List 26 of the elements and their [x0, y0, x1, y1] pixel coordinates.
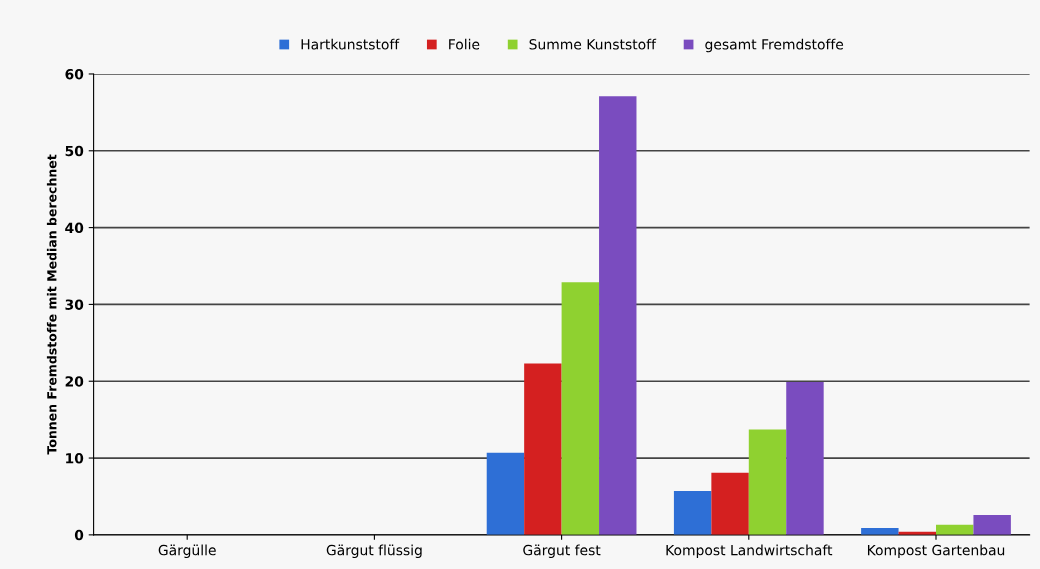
bar [486, 452, 525, 535]
legend-label: Hartkunststoff [301, 38, 400, 50]
y-axis-title: Tonnen Fremdstoffe mit Median berechnet [46, 154, 57, 455]
y-tick-label: 40 [65, 222, 84, 234]
y-tick-label: 30 [65, 299, 84, 310]
y-tick-label: 60 [65, 68, 84, 80]
x-tick-label: Kompost Gartenbau [867, 544, 1005, 559]
bar [711, 472, 749, 535]
y-tick-label: 0 [74, 529, 84, 541]
bar [524, 363, 562, 535]
legend-label: Summe Kunststoff [529, 38, 657, 50]
legend-label: Folie [449, 38, 480, 50]
x-tick-label: Gärgut fest [523, 544, 601, 559]
x-tick-label: Gärgut flüssig [326, 544, 422, 559]
bar [561, 282, 600, 535]
bar [973, 514, 1011, 535]
y-tick-label: 20 [65, 376, 84, 387]
bar [599, 96, 637, 535]
bar [673, 491, 712, 535]
x-tick-label: Gärgülle [158, 544, 216, 559]
legend-label: gesamt Fremdstoffe [705, 38, 844, 53]
bar [748, 429, 787, 535]
y-tick-label: 10 [66, 453, 84, 464]
x-tick-label: Kompost Landwirtschaft [666, 544, 833, 559]
y-tick-label: 50 [65, 145, 84, 157]
bar [786, 382, 824, 535]
